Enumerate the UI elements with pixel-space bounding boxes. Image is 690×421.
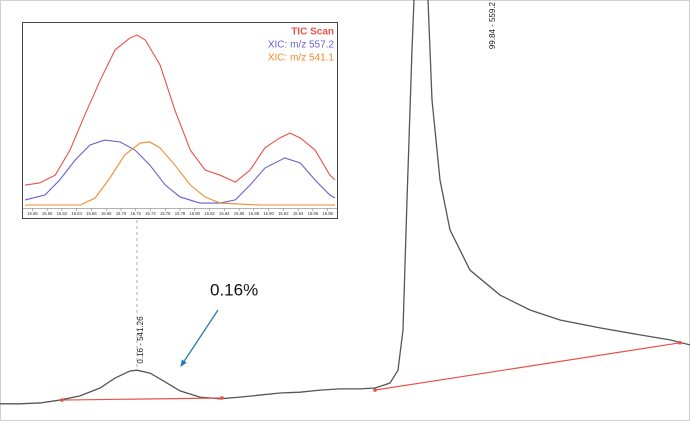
x-tick-label: 15.64 [71,211,82,216]
baseline-end [60,398,64,402]
x-tick-label: 15.92 [278,211,289,216]
trace-line [24,139,336,204]
baseline [61,397,223,401]
x-tick-label: 15.98 [322,211,333,216]
percent-annotation: 0.16% [210,280,258,299]
inset-plot [24,34,336,206]
legend-entry: XIC: m/z 557.2 [268,40,335,51]
x-tick-label: 15.84 [219,211,230,216]
baseline-end [220,396,224,400]
baseline [374,342,681,391]
baseline-end [678,340,682,345]
x-tick-label: 15.90 [263,211,274,216]
baseline-end [373,388,377,392]
x-tick-label: 15.76 [160,211,171,216]
x-tick-label: 15.88 [249,211,260,216]
x-tick-label: 15.68 [101,211,112,216]
x-tick-label: 15.60 [42,211,53,216]
x-tick-label: 15.80 [190,211,201,216]
x-tick-label: 15.58 [27,211,38,216]
legend-entry: XIC: m/z 541.1 [268,53,335,64]
trace-line [25,141,335,206]
x-tick-label: 15.70 [116,211,127,216]
x-tick-label: 15.62 [57,211,68,216]
legend-entry: TIC Scan [291,27,334,38]
x-tick-label: 15.66 [86,211,97,216]
inset-chart: 15.58 15.60 15.62 15.64 15.66 15.68 15.70 15.72… [22,22,338,219]
x-tick-label: 15.74 [145,211,156,216]
x-tick-label: 15.96 [308,211,319,216]
x-tick-label: 15.86 [234,211,245,216]
x-tick-label: 15.94 [293,211,304,216]
main-chart: 0.16% 0.16 - 541.26 99.84 - 559.2 [0,0,690,405]
annotation-arrow [180,309,219,367]
inset-frame [22,22,338,219]
trace-line [0,0,690,405]
x-tick-label: 15.72 [130,211,141,216]
plot-area [0,0,690,405]
x-tick-label: 15.78 [175,211,186,216]
peak-label: 99.84 - 559.2 [488,1,497,49]
x-tick-label: 15.82 [204,211,215,216]
trace-line [24,34,336,186]
peak-label: 0.16 - 541.26 [136,316,145,364]
